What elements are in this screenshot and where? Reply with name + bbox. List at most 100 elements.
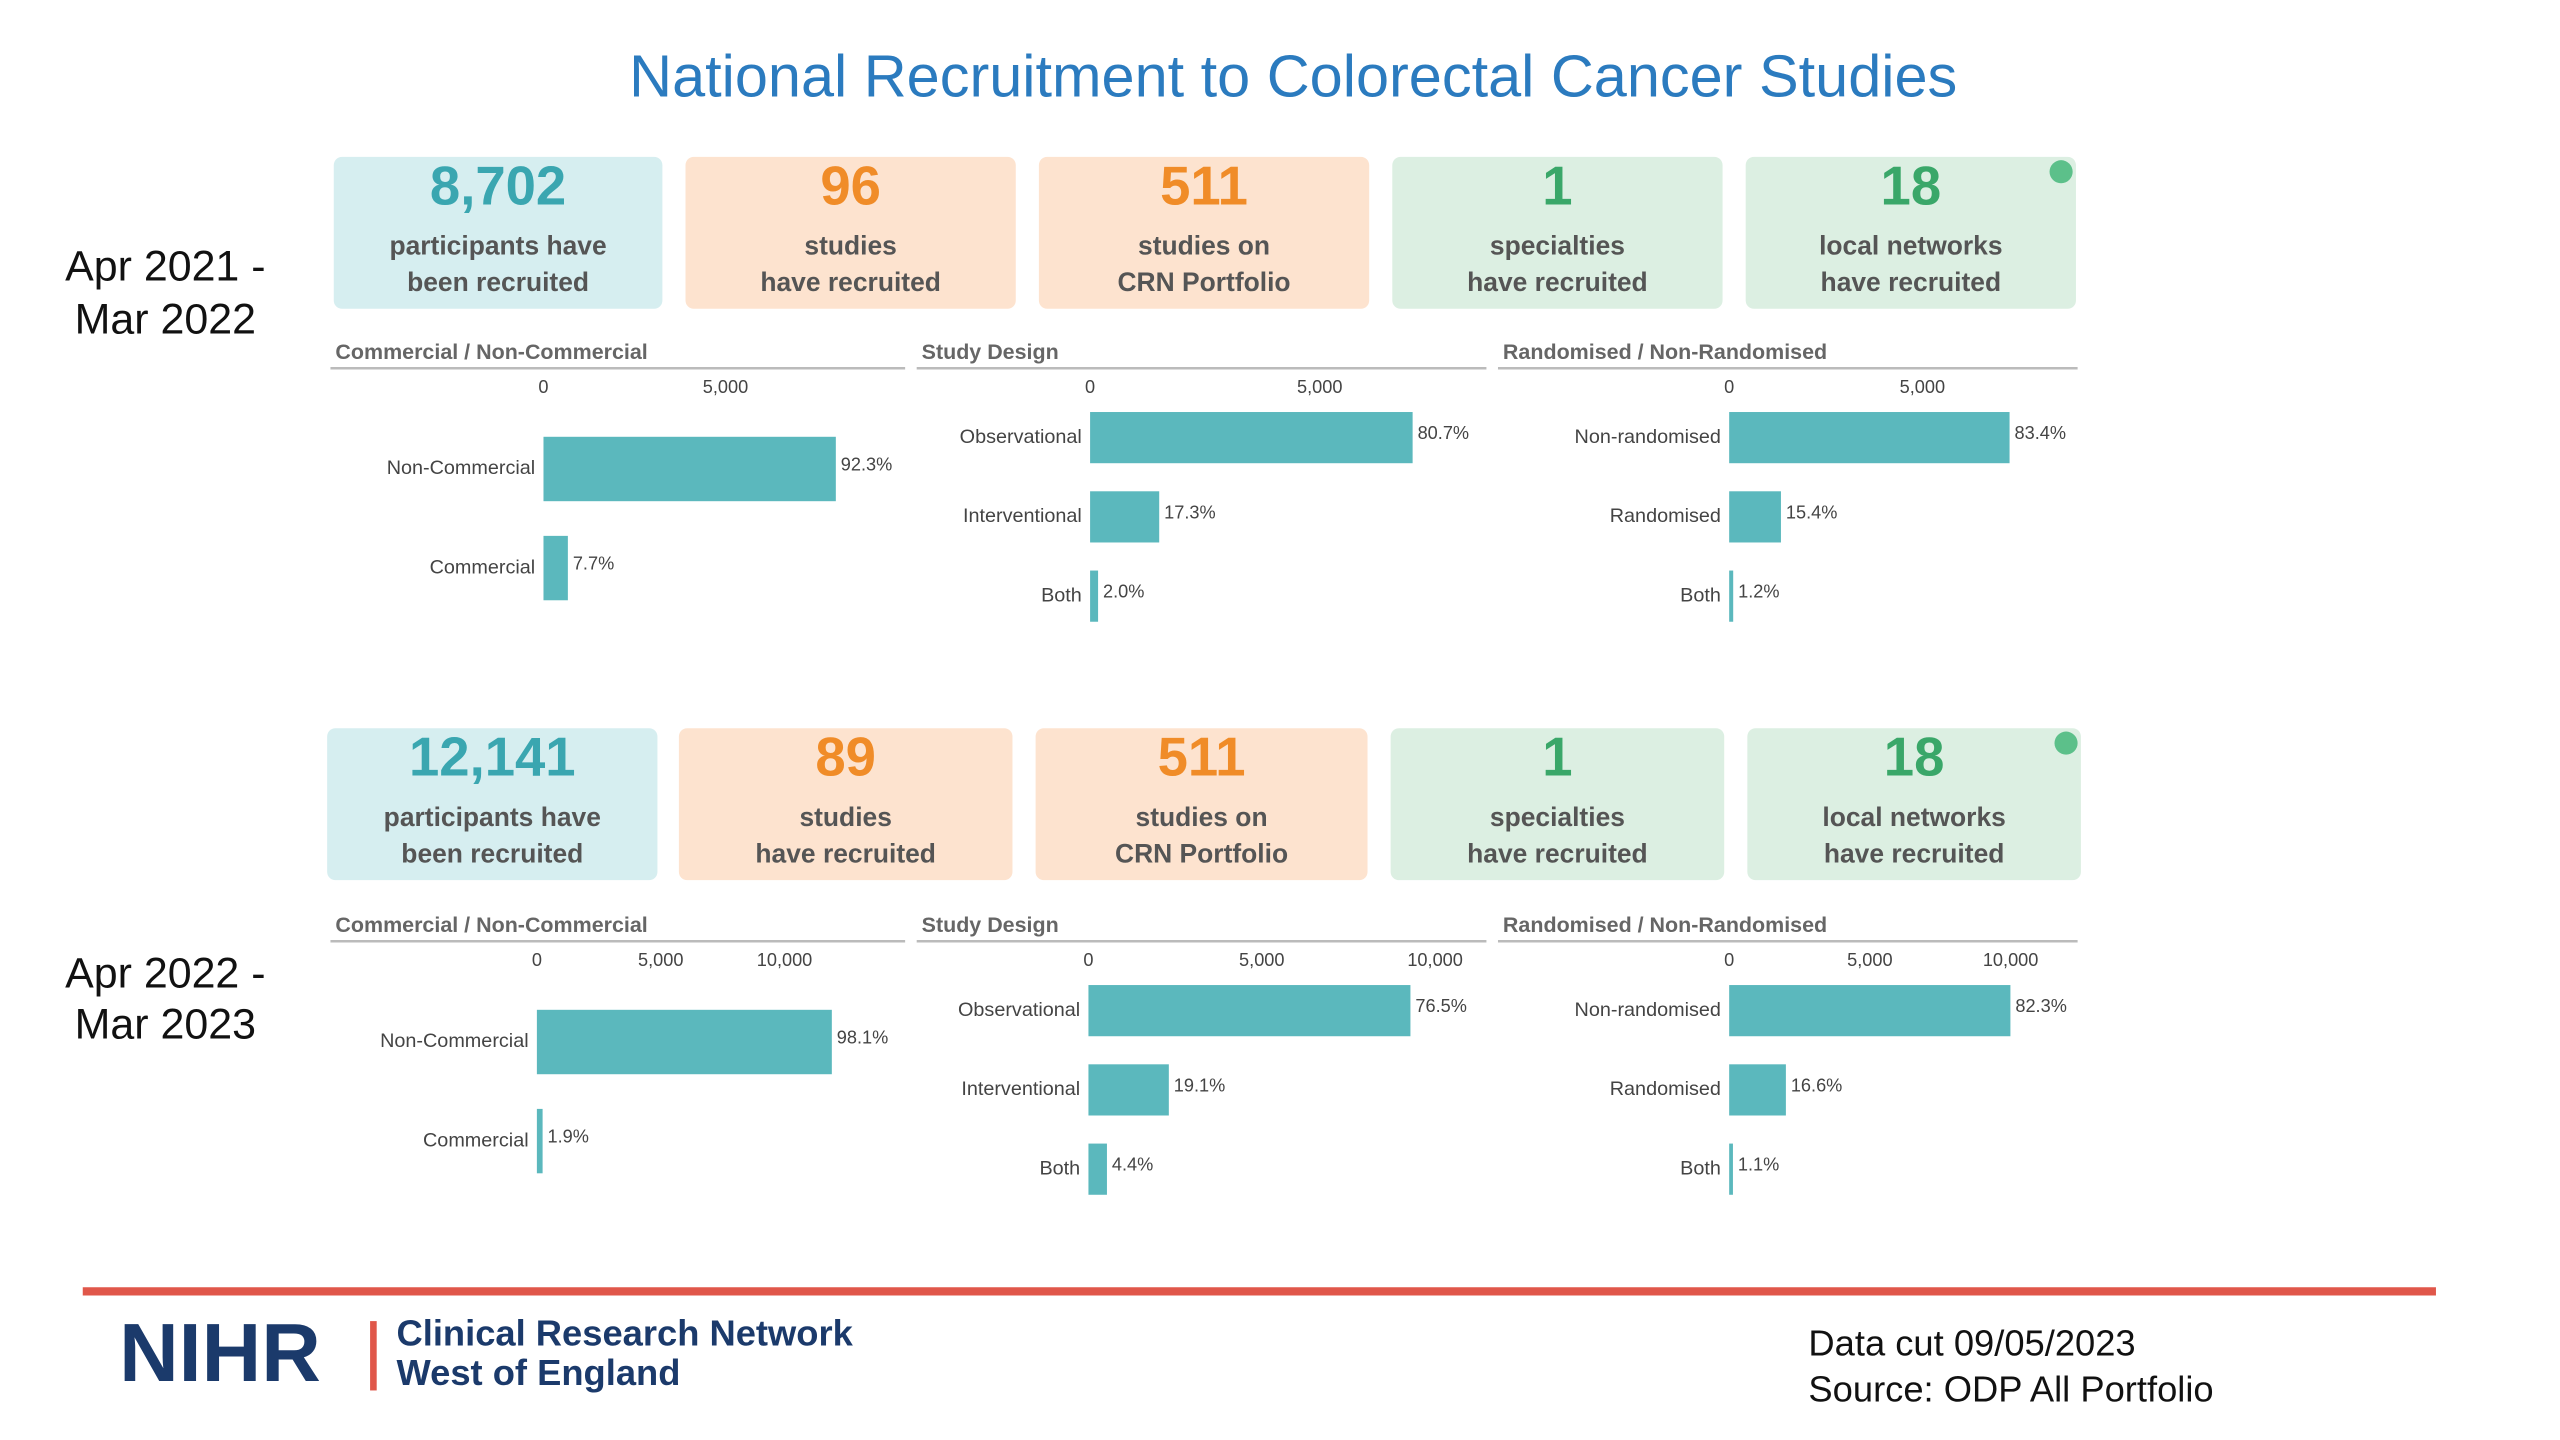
x-tick-label: 0 (538, 377, 548, 397)
kpi-caption: studies (799, 802, 891, 832)
kpi-card (333, 156, 663, 309)
bar (536, 1108, 543, 1174)
category-label: Both (1680, 584, 1721, 606)
share-label: 82.3% (2015, 996, 2066, 1016)
x-tick-label: 5,000 (1239, 950, 1284, 970)
bar (1729, 1143, 1733, 1195)
help-icon (2049, 160, 2073, 184)
bar (1090, 570, 1099, 622)
bar (1090, 491, 1160, 543)
chart-title: Randomised / Non-Randomised (1503, 913, 1827, 937)
kpi-value: 18 (1881, 155, 1942, 216)
share-label: 80.7% (1418, 423, 1469, 443)
kpi-caption: local networks (1822, 802, 2005, 832)
network-region: West of England (397, 1352, 681, 1393)
chart-title: Commercial / Non-Commercial (335, 340, 647, 364)
kpi-caption: have recruited (760, 267, 941, 297)
chart-title: Randomised / Non-Randomised (1503, 340, 1827, 364)
category-label: Non-Commercial (380, 1030, 529, 1052)
x-tick-label: 10,000 (1983, 950, 2039, 970)
bar (1729, 491, 1781, 543)
kpi-value: 8,702 (430, 155, 566, 216)
x-tick-label: 5,000 (1847, 950, 1892, 970)
share-label: 92.3% (841, 454, 892, 474)
x-tick-label: 10,000 (757, 950, 813, 970)
help-icon (2054, 731, 2078, 755)
kpi-value: 1 (1542, 155, 1572, 216)
kpi-value: 12,141 (409, 727, 576, 788)
bar (1729, 570, 1734, 622)
period-label: Mar 2022 (75, 295, 256, 343)
category-label: Randomised (1610, 1078, 1721, 1100)
data-cut-note: Data cut 09/05/2023 (1808, 1322, 2135, 1363)
kpi-caption: been recruited (407, 267, 589, 297)
period-label: Apr 2021 - (65, 243, 265, 291)
bar (543, 436, 836, 502)
kpi-caption: CRN Portfolio (1115, 838, 1288, 868)
kpi-caption: local networks (1819, 231, 2002, 261)
bar (1088, 985, 1411, 1037)
x-tick-label: 0 (1724, 950, 1734, 970)
kpi-card (1392, 156, 1723, 309)
kpi-card (678, 728, 1013, 881)
x-tick-label: 0 (532, 950, 542, 970)
share-label: 4.4% (1112, 1155, 1153, 1175)
page-title: National Recruitment to Colorectal Cance… (629, 43, 1957, 110)
chart-title: Commercial / Non-Commercial (335, 913, 647, 937)
bar (1088, 1064, 1169, 1116)
kpi-caption: have recruited (755, 838, 936, 868)
category-label: Randomised (1610, 505, 1721, 527)
category-label: Non-randomised (1575, 426, 1721, 448)
kpi-value: 1 (1542, 727, 1572, 788)
kpi-caption: specialties (1490, 802, 1625, 832)
category-label: Interventional (963, 505, 1082, 527)
kpi-caption: participants have (384, 802, 601, 832)
bar (1090, 412, 1413, 464)
logo: NIHR (119, 1307, 321, 1399)
category-label: Interventional (961, 1078, 1080, 1100)
category-label: Non-randomised (1575, 999, 1721, 1021)
category-label: Commercial (430, 556, 536, 578)
bar (543, 535, 568, 601)
x-tick-label: 10,000 (1407, 950, 1463, 970)
share-label: 1.1% (1738, 1155, 1779, 1175)
x-tick-label: 0 (1724, 377, 1734, 397)
period-label: Apr 2022 - (65, 949, 265, 997)
kpi-caption: have recruited (1467, 267, 1648, 297)
x-tick-label: 5,000 (638, 950, 683, 970)
share-label: 17.3% (1164, 502, 1215, 522)
kpi-caption: have recruited (1821, 267, 2002, 297)
kpi-caption: been recruited (401, 838, 583, 868)
kpi-value: 511 (1158, 727, 1246, 788)
bar (536, 1009, 832, 1075)
kpi-card (1747, 728, 2081, 881)
bar (1088, 1143, 1107, 1195)
kpi-caption: studies on (1138, 231, 1270, 261)
logo-divider (370, 1321, 377, 1391)
share-label: 1.9% (548, 1127, 589, 1147)
bar (1729, 412, 2010, 464)
kpi-caption: CRN Portfolio (1117, 267, 1290, 297)
kpi-value: 96 (820, 155, 881, 216)
category-label: Both (1039, 1157, 1080, 1179)
share-label: 19.1% (1174, 1075, 1225, 1095)
x-tick-label: 0 (1083, 950, 1093, 970)
kpi-card (1035, 728, 1368, 881)
share-label: 7.7% (573, 554, 614, 574)
x-tick-label: 5,000 (1900, 377, 1945, 397)
share-label: 76.5% (1415, 996, 1466, 1016)
share-label: 15.4% (1786, 502, 1837, 522)
category-label: Both (1041, 584, 1082, 606)
kpi-caption: specialties (1490, 231, 1625, 261)
kpi-value: 89 (815, 727, 876, 788)
share-label: 16.6% (1791, 1075, 1842, 1095)
kpi-caption: participants have (389, 231, 606, 261)
network-name: Clinical Research Network (397, 1313, 854, 1354)
category-label: Commercial (423, 1129, 529, 1151)
source-note: Source: ODP All Portfolio (1808, 1369, 2213, 1410)
kpi-caption: have recruited (1824, 838, 2005, 868)
kpi-card (1390, 728, 1725, 881)
share-label: 83.4% (2015, 423, 2066, 443)
kpi-caption: have recruited (1467, 838, 1648, 868)
